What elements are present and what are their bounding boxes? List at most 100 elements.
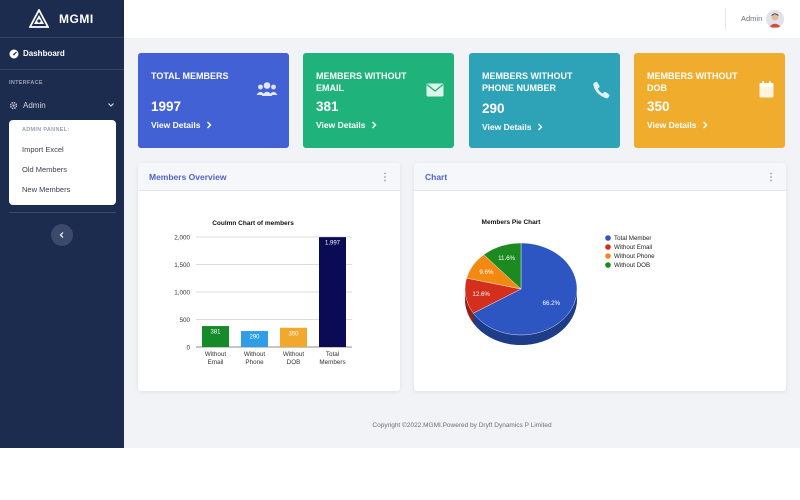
x-tick-label: Phone xyxy=(245,359,264,366)
legend-marker xyxy=(605,235,611,241)
x-tick-label: Without xyxy=(244,351,266,358)
view-details-label: View Details xyxy=(647,120,697,130)
view-details-link[interactable]: View Details xyxy=(151,120,212,130)
pie-value-label: 9.6% xyxy=(479,269,494,276)
admin-submenu: ADMIN PANNEL: Import Excel Old Members N… xyxy=(9,120,116,205)
view-details-link[interactable]: View Details xyxy=(482,122,543,132)
x-tick-label: Total xyxy=(326,351,339,358)
avatar[interactable] xyxy=(766,10,784,28)
view-details-link[interactable]: View Details xyxy=(647,120,708,130)
sidebar-item-label: Admin xyxy=(23,100,46,110)
kebab-menu-icon[interactable] xyxy=(383,172,387,182)
stat-card-value: 1997 xyxy=(151,99,182,114)
x-tick-label: Email xyxy=(208,359,224,366)
calendar-icon xyxy=(759,81,774,98)
kebab-menu-icon[interactable] xyxy=(769,172,773,182)
pie-value-label: 66.2% xyxy=(543,300,561,307)
pie-chart: Members Pie Chart 66.2% 12.6% 9.6% 11.6% To… xyxy=(464,219,655,345)
panel-title: Members Overview xyxy=(149,171,227,182)
y-tick-label: 0 xyxy=(186,344,190,351)
pie-value-label: 12.6% xyxy=(472,291,490,298)
chevron-down-icon xyxy=(108,103,114,107)
x-tick-label: Without xyxy=(205,351,227,358)
stat-card-title: MEMBERS WITHOUT PHONE NUMBER xyxy=(482,71,573,93)
sidebar-section-heading: INTERFACE xyxy=(9,80,43,86)
stat-card-without-dob: MEMBERS WITHOUT DOB 350 View Details xyxy=(634,53,785,148)
stat-card-without-email: MEMBERS WITHOUT EMAIL 381 View Details xyxy=(303,53,454,148)
app-root: MGMI Dashboard INTERFACE Admin ADMIN PAN… xyxy=(0,0,800,448)
legend-marker xyxy=(605,244,611,250)
stat-card-value: 350 xyxy=(647,99,670,114)
stat-card-title: MEMBERS WITHOUT EMAIL xyxy=(316,71,407,93)
stat-card-value: 290 xyxy=(482,101,505,116)
x-tick-label: DOB xyxy=(287,359,301,366)
brand-logo-icon xyxy=(29,8,49,28)
bar[interactable] xyxy=(241,331,268,347)
bar-value-label: 350 xyxy=(288,331,299,337)
main-content: TOTAL MEMBERS 1997 View Details MEMBERS … xyxy=(124,38,800,448)
stat-card-title: MEMBERS WITHOUT DOB xyxy=(647,71,738,93)
panel-title: Chart xyxy=(425,171,448,182)
bar-value-label: 381 xyxy=(210,330,221,336)
y-tick-label: 1,500 xyxy=(174,262,190,269)
y-tick-label: 1,000 xyxy=(174,289,190,296)
chevron-right-icon xyxy=(538,123,543,131)
legend-label: Without Email xyxy=(614,244,652,251)
stat-card-value: 381 xyxy=(316,99,339,114)
brand[interactable]: MGMI xyxy=(0,0,124,38)
submenu-item-new-members[interactable]: New Members xyxy=(22,185,71,194)
submenu-item-old-members[interactable]: Old Members xyxy=(22,165,68,174)
view-details-label: View Details xyxy=(316,120,366,130)
tachometer-icon xyxy=(9,49,19,58)
y-tick-label: 2,000 xyxy=(174,234,190,241)
stat-card-title: TOTAL MEMBERS xyxy=(151,71,229,81)
submenu-heading: ADMIN PANNEL: xyxy=(22,127,70,133)
gear-icon xyxy=(9,101,18,109)
x-tick-label: Without xyxy=(283,351,305,358)
pie-slice[interactable] xyxy=(473,242,578,336)
envelope-icon xyxy=(426,83,444,97)
bar-chart: Coulmn Chart of members 0 500 1,000 1,500 2,… xyxy=(174,220,352,366)
sidebar-item-dashboard[interactable]: Dashboard xyxy=(0,38,124,70)
bar[interactable] xyxy=(280,327,307,347)
stat-card-without-phone: MEMBERS WITHOUT PHONE NUMBER 290 View De… xyxy=(469,53,620,148)
legend-label: Without DOB xyxy=(614,262,650,269)
sidebar-item-admin[interactable]: Admin xyxy=(0,92,124,118)
chevron-left-icon xyxy=(59,232,64,238)
chart-title: Coulmn Chart of members xyxy=(212,220,294,227)
submenu-item-import-excel[interactable]: Import Excel xyxy=(22,145,64,154)
user-avatar-icon xyxy=(766,10,784,28)
panel-header: Chart xyxy=(414,163,786,191)
chevron-right-icon xyxy=(207,121,212,129)
pie-slice-side xyxy=(465,289,474,324)
pie-slice[interactable] xyxy=(483,242,522,290)
sidebar-divider xyxy=(9,212,116,213)
topbar-divider xyxy=(725,8,726,30)
users-icon xyxy=(256,82,278,96)
bar[interactable] xyxy=(319,237,346,347)
x-tick-label: Members xyxy=(319,359,345,366)
view-details-label: View Details xyxy=(482,122,532,132)
bar-value-label: 290 xyxy=(249,335,260,341)
panel-header: Members Overview xyxy=(138,163,400,191)
pie-value-label: 11.6% xyxy=(498,255,516,262)
sidebar-toggle-button[interactable] xyxy=(51,224,73,246)
user-name[interactable]: Admin xyxy=(741,14,763,23)
bar-value-label: 1,997 xyxy=(325,241,341,247)
members-overview-panel: Members Overview Coulmn Chart of members… xyxy=(138,163,400,391)
legend-marker xyxy=(605,262,611,268)
sidebar-item-label: Dashboard xyxy=(23,49,65,58)
footer-copyright: Copyright ©2022.MGMI.Powered by Dryft Dy… xyxy=(372,422,552,429)
topbar: Admin xyxy=(124,0,800,38)
legend-label: Total Member xyxy=(614,235,651,242)
legend-label: Without Phone xyxy=(614,253,655,260)
phone-icon xyxy=(593,81,610,99)
bar[interactable] xyxy=(202,326,229,347)
view-details-link[interactable]: View Details xyxy=(316,120,377,130)
view-details-label: View Details xyxy=(151,120,201,130)
pie-slice-side xyxy=(473,289,577,345)
chart-panel: Chart Members Pie Chart 66.2% 12.6% 9.6% 11… xyxy=(414,163,786,391)
stat-card-total-members: TOTAL MEMBERS 1997 View Details xyxy=(138,53,289,148)
chevron-right-icon xyxy=(703,121,708,129)
sidebar: MGMI Dashboard INTERFACE Admin ADMIN PAN… xyxy=(0,0,124,448)
